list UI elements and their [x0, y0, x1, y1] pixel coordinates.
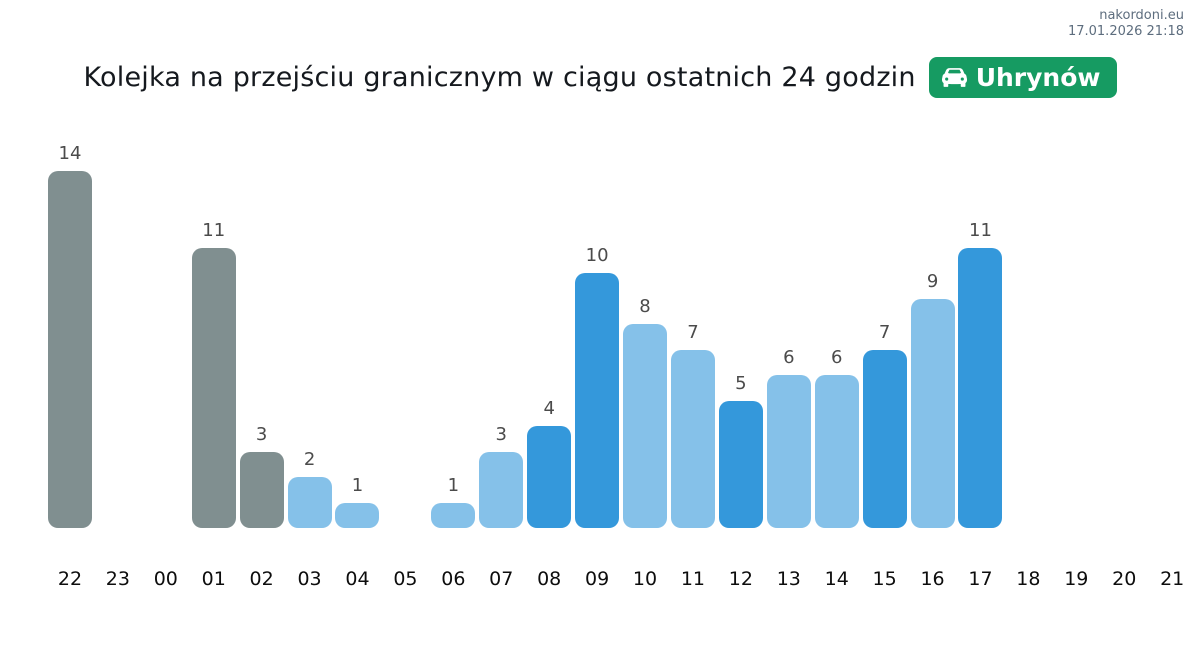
bar-slot: 5 [717, 130, 765, 528]
bar [910, 298, 955, 528]
x-axis-label: 02 [249, 568, 274, 590]
x-axis-label: 12 [728, 568, 753, 590]
bar-value-label: 14 [58, 143, 82, 164]
crossing-badge-button[interactable]: Uhrynów [928, 57, 1117, 98]
site-attribution: nakordoni.eu 17.01.2026 21:18 [1068, 8, 1184, 40]
bar-slot: 2 [286, 130, 334, 528]
bar-slot [94, 130, 142, 528]
bar-value-label: 7 [878, 321, 891, 343]
bar-slot: 14 [46, 130, 94, 528]
bar-value-label: 3 [495, 423, 507, 445]
page-title: Kolejka na przejściu granicznym w ciągu … [83, 62, 916, 93]
bar-value-label: 11 [969, 219, 992, 241]
bar-slot: 11 [190, 130, 238, 528]
title-row: Kolejka na przejściu granicznym w ciągu … [0, 57, 1200, 98]
bar-value-label: 11 [202, 219, 226, 241]
x-axis-label: 19 [1064, 568, 1089, 590]
bar-value-label: 7 [687, 321, 699, 343]
bar [766, 375, 811, 528]
bar-value-label: 9 [926, 270, 939, 292]
bar-slot: 4 [525, 130, 573, 528]
crossing-name: Uhrynów [975, 63, 1101, 92]
bar-slot: 7 [861, 130, 909, 528]
bar-value-label: 2 [303, 449, 316, 470]
x-axis-label: 03 [297, 568, 322, 590]
bar [191, 247, 236, 528]
bar-slot [1004, 130, 1052, 528]
bar-slot [1052, 130, 1100, 528]
bar-value-label: 5 [735, 372, 747, 394]
bar-slot: 6 [765, 130, 813, 528]
x-axis-label: 23 [105, 568, 130, 590]
bar [335, 502, 380, 528]
bar-slot [1100, 130, 1148, 528]
x-axis-label: 05 [393, 568, 418, 590]
x-axis-label: 14 [824, 568, 849, 590]
bar [239, 451, 284, 528]
x-axis-label: 00 [153, 568, 178, 590]
x-axis: 22 23 00 01 02 03 04 05 06 07 08 09 10 11 12 13 14 15 16 17… [46, 568, 1196, 590]
x-axis-label: 17 [968, 568, 993, 590]
bar [575, 273, 620, 528]
bar-slot: 11 [957, 130, 1005, 528]
bar [862, 349, 907, 528]
bar-slot: 3 [477, 130, 525, 528]
x-axis-label: 06 [441, 568, 466, 590]
x-axis-label: 04 [345, 568, 370, 590]
bar-value-label: 1 [447, 474, 460, 496]
bar [670, 349, 715, 528]
bar-slot: 9 [909, 130, 957, 528]
x-axis-label: 08 [537, 568, 562, 590]
bar-chart: 14 11 3 2 1 1 3 4 10 8 7 5 6 6 7 9 11 [46, 130, 1196, 528]
timestamp: 17.01.2026 21:18 [1067, 24, 1184, 39]
x-axis-label: 15 [872, 568, 897, 590]
x-axis-label: 22 [57, 568, 83, 590]
bar-slot: 6 [813, 130, 861, 528]
car-front-icon [941, 65, 967, 90]
x-axis-label: 09 [585, 568, 610, 590]
bar [527, 426, 572, 528]
bar-slot: 8 [621, 130, 669, 528]
bar-slot [1148, 130, 1196, 528]
x-axis-label: 20 [1112, 568, 1137, 590]
bar-value-label: 1 [351, 474, 364, 496]
bar-value-label: 8 [639, 296, 651, 317]
bar [814, 375, 859, 528]
bar [623, 324, 668, 528]
site-name: nakordoni.eu [1099, 8, 1184, 23]
bar-value-label: 10 [585, 245, 609, 266]
bar-slot: 10 [573, 130, 621, 528]
x-axis-label: 21 [1160, 568, 1185, 590]
x-axis-label: 01 [201, 568, 226, 590]
bar-value-label: 3 [255, 423, 268, 445]
bar [287, 477, 332, 528]
x-axis-label: 18 [1016, 568, 1041, 590]
x-axis-label: 16 [920, 568, 945, 590]
bar-slot [381, 130, 429, 528]
bar [431, 502, 476, 528]
x-axis-label: 07 [489, 568, 514, 590]
bar-value-label: 6 [783, 347, 795, 368]
bar-value-label: 6 [830, 347, 843, 368]
bar-slot: 7 [669, 130, 717, 528]
x-axis-label: 10 [632, 568, 658, 590]
bar [47, 171, 92, 528]
bar [958, 247, 1003, 528]
bar-slot: 1 [429, 130, 477, 528]
x-axis-label: 13 [776, 568, 801, 590]
x-axis-label: 11 [680, 568, 706, 590]
bar-value-label: 4 [543, 398, 555, 419]
bar [479, 451, 524, 528]
bar [718, 400, 763, 528]
bar-slot: 1 [334, 130, 382, 528]
bar-slot [142, 130, 190, 528]
bar-slot: 3 [238, 130, 286, 528]
